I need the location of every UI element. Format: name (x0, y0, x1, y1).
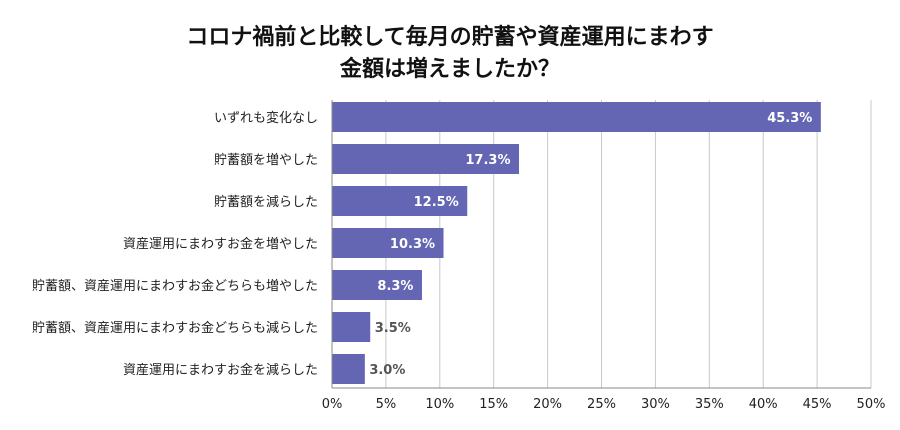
x-tick-label: 20% (533, 397, 562, 412)
bar (332, 228, 444, 258)
data-label: 45.3% (767, 111, 812, 126)
x-tick-label: 5% (376, 397, 397, 412)
x-tick-label: 30% (641, 397, 670, 412)
chart-title-line-1: コロナ禍前と比較して毎月の貯蓄や資産運用にまわす (186, 25, 714, 50)
category-label: 貯蓄額を減らした (214, 194, 318, 210)
x-tick-label: 35% (695, 397, 724, 412)
bar (332, 312, 371, 342)
category-label: 貯蓄額、資産運用にまわすお金どちらも減らした (32, 320, 318, 336)
x-tick-label: 45% (803, 397, 832, 412)
bar (332, 270, 422, 300)
x-tick-label: 50% (857, 397, 886, 412)
category-label: いずれも変化なし (214, 110, 318, 126)
category-label: 貯蓄額を増やした (214, 153, 318, 168)
bar (332, 354, 365, 384)
data-label: 3.0% (369, 363, 405, 378)
chart-title: コロナ禍前と比較して毎月の貯蓄や資産運用にまわす 金額は増えましたか？ (0, 22, 900, 86)
data-label: 8.3% (377, 279, 413, 294)
data-label: 17.3% (465, 153, 510, 168)
category-label: 貯蓄額、資産運用にまわすお金どちらも増やした (32, 278, 318, 294)
x-tick-label: 25% (587, 397, 616, 412)
data-label: 12.5% (414, 195, 459, 210)
bar (332, 102, 821, 132)
category-label: 資産運用にまわすお金を増やした (123, 236, 318, 252)
x-tick-label: 10% (425, 397, 454, 412)
data-label: 10.3% (390, 237, 435, 252)
chart-title-line-2: 金額は増えましたか？ (339, 57, 560, 82)
x-tick-label: 15% (479, 397, 508, 412)
bar (332, 186, 468, 216)
x-tick-label: 0% (322, 397, 343, 412)
category-label: 資産運用にまわすお金を減らした (123, 362, 318, 378)
x-tick-label: 40% (749, 397, 778, 412)
data-label: 3.5% (375, 321, 411, 336)
bar (332, 144, 519, 174)
